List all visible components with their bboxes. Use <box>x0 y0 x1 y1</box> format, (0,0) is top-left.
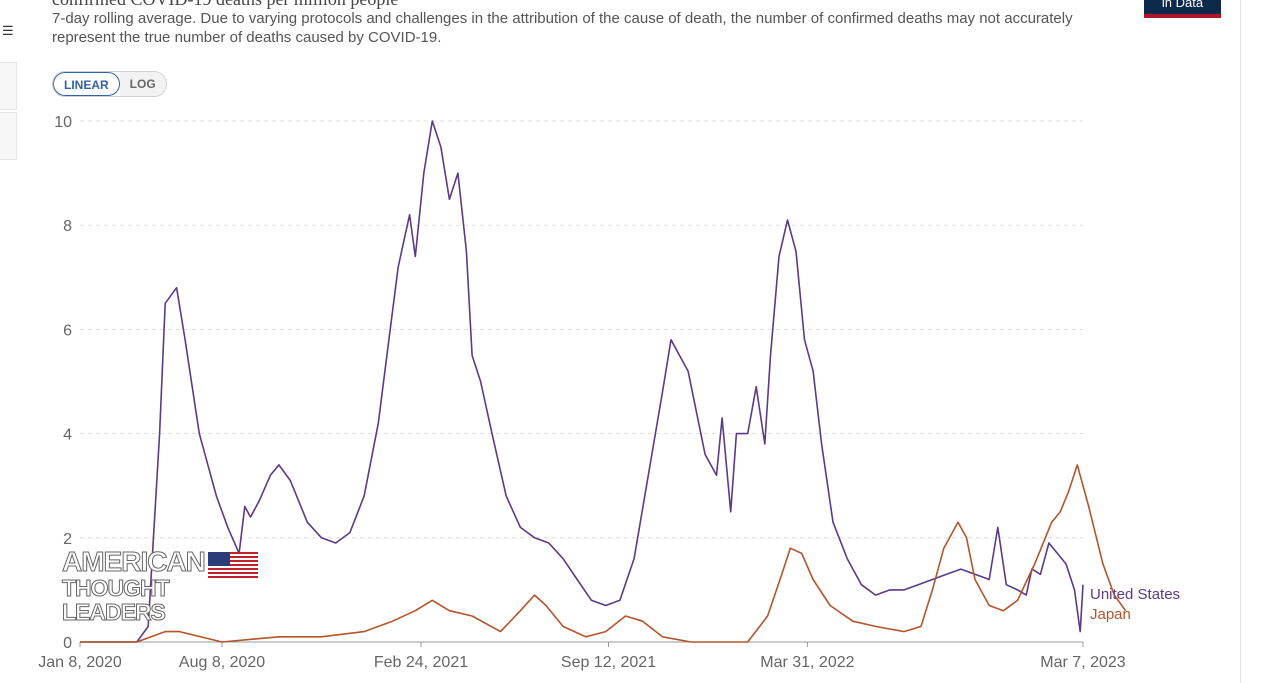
series-label: Japan <box>1090 606 1131 623</box>
scale-toggle: LINEAR LOG <box>52 71 167 97</box>
linear-scale-button[interactable]: LINEAR <box>53 72 120 96</box>
x-tick-label: Mar 7, 2023 <box>1040 654 1125 671</box>
x-tick-label: Sep 12, 2021 <box>561 654 656 671</box>
left-rail: ☰ <box>0 0 18 683</box>
brand-badge[interactable]: in Data <box>1144 0 1221 18</box>
list-icon[interactable]: ☰ <box>2 23 14 38</box>
series-label: United States <box>1090 586 1180 603</box>
x-tick-label: Jan 8, 2020 <box>38 654 122 671</box>
y-tick-label: 2 <box>63 531 72 548</box>
chart-subtitle: 7-day rolling average. Due to varying pr… <box>52 10 1073 46</box>
y-tick-label: 0 <box>63 635 72 652</box>
y-tick-label: 4 <box>63 427 72 444</box>
rail-tab[interactable] <box>0 62 17 110</box>
watermark: AMERICAN THOUGHT LEADERS <box>62 546 262 625</box>
series-line-0 <box>80 120 1084 643</box>
panel-border <box>1240 0 1241 683</box>
watermark-line1: AMERICAN <box>62 546 207 577</box>
series-line-1 <box>80 464 1127 643</box>
line-chart: 0 2 4 6 8 10 Jan 8, 2020 Aug 8, 2020 Feb 24, 202… <box>38 114 1180 671</box>
x-tick-label: Feb 24, 2021 <box>374 654 468 671</box>
us-flag-icon <box>208 552 258 578</box>
x-tick-label: Mar 31, 2022 <box>760 654 854 671</box>
y-tick-label: 10 <box>54 114 72 131</box>
chart-title: confirmed COVID-19 deaths per million pe… <box>52 0 398 10</box>
y-tick-label: 8 <box>63 218 72 235</box>
x-tick-label: Aug 8, 2020 <box>179 654 265 671</box>
rail-tab[interactable] <box>0 112 17 160</box>
watermark-line2: THOUGHT LEADERS <box>62 575 171 625</box>
log-scale-button[interactable]: LOG <box>119 72 166 96</box>
y-tick-label: 6 <box>63 322 72 339</box>
